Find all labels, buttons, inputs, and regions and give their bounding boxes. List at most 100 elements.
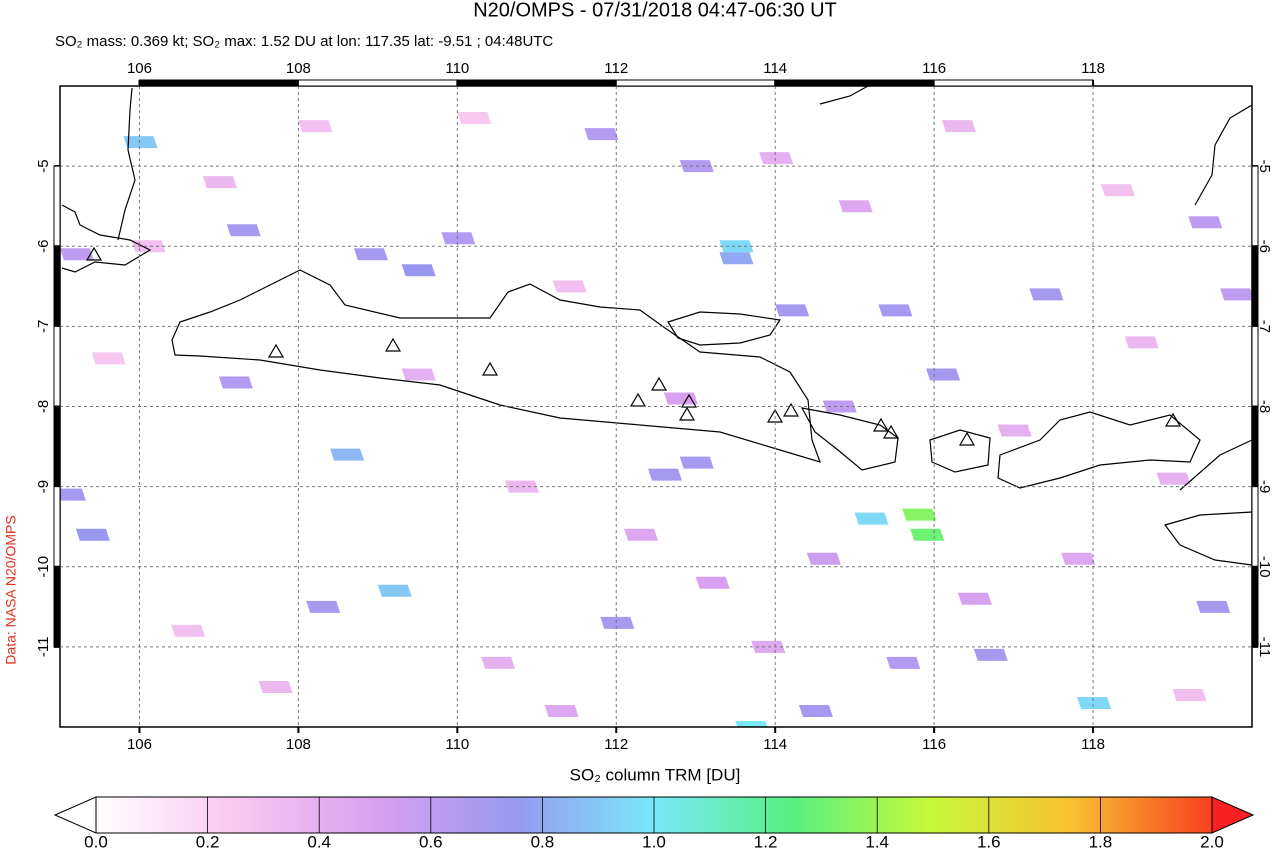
so2-pixel: [775, 304, 810, 317]
x-tick-label: 114: [763, 60, 787, 77]
colorbar-under: [53, 796, 97, 834]
pixel-layer: [60, 112, 1252, 727]
so2-pixel: [306, 600, 341, 613]
so2-pixel: [759, 152, 794, 165]
frame-band: [297, 79, 458, 87]
x-tick-label: 116: [922, 60, 946, 77]
colorbar-tick-label: 1.8: [1089, 832, 1113, 851]
so2-pixel: [330, 448, 365, 461]
so2-pixel: [401, 368, 436, 381]
x-tick-label: 108: [286, 736, 311, 753]
so2-pixel: [584, 128, 619, 141]
colorbar-label: SO₂ column TRM [DU]: [570, 765, 741, 784]
so2-pixel: [957, 592, 992, 605]
so2-pixel: [838, 200, 873, 213]
y-tick-label: -8: [35, 400, 52, 413]
so2-pixel: [298, 120, 333, 133]
colorbar-tick-label: 0.0: [84, 832, 108, 851]
so2-pixel: [377, 584, 412, 597]
y-tick-label: -11: [1256, 637, 1272, 658]
colorbar-tick-label: 1.6: [977, 832, 1001, 851]
so2-pixel: [218, 376, 253, 389]
so2-pixel: [1029, 288, 1064, 301]
so2-pixel: [941, 120, 976, 133]
x-tick-label: 110: [445, 60, 469, 77]
so2-pixel: [441, 232, 476, 245]
so2-pixel: [1188, 216, 1223, 229]
x-tick-label: 112: [604, 60, 628, 77]
frame-band: [53, 486, 61, 568]
x-tick-label: 106: [127, 60, 152, 77]
so2-pixel: [258, 680, 293, 693]
y-tick-label: -9: [1256, 480, 1272, 493]
frame-band: [53, 406, 61, 488]
x-tick-label: 106: [127, 736, 152, 753]
coastline: [819, 86, 869, 105]
so2-pixel: [719, 240, 754, 253]
so2-pixel: [1061, 552, 1096, 565]
so2-pixel: [663, 392, 698, 405]
volcano: [85, 246, 1182, 446]
coastline: [61, 204, 152, 273]
so2-pixel: [202, 176, 237, 189]
coastline: [800, 407, 899, 471]
frame-band: [1251, 325, 1259, 407]
coastline: [667, 311, 782, 346]
frame-band: [774, 79, 935, 87]
x-tick-label: 110: [445, 736, 469, 753]
so2-pixel: [902, 508, 937, 521]
coastline: [1179, 439, 1252, 491]
colorbar-tick-label: 0.4: [307, 832, 331, 851]
y-tick-label: -5: [1256, 159, 1272, 172]
x-tick-label: 118: [1081, 736, 1105, 753]
y-tick-label: -9: [35, 480, 52, 493]
so2-pixel: [91, 352, 126, 365]
so2-pixel: [1077, 696, 1112, 709]
frame-band: [53, 165, 61, 247]
coastline: [1163, 511, 1252, 566]
x-tick-label: 116: [922, 736, 946, 753]
frame-band: [933, 79, 1094, 87]
title: N20/OMPS - 07/31/2018 04:47-06:30 UT: [473, 0, 837, 21]
so2-pixel: [481, 656, 516, 669]
subtitle: SO₂ mass: 0.369 kt; SO₂ max: 1.52 DU at …: [55, 33, 553, 50]
so2-pixel: [926, 368, 961, 381]
so2-pixel: [1100, 184, 1135, 197]
so2-pixel: [854, 512, 889, 525]
so2-pixel: [552, 280, 587, 293]
so2-pixel: [457, 112, 492, 125]
y-tick-label: -10: [35, 556, 52, 578]
y-tick-label: -7: [35, 320, 52, 333]
so2-pixel: [401, 264, 436, 277]
frame-band: [53, 325, 61, 407]
y-tick-label: -11: [35, 637, 52, 658]
frame-band: [1251, 245, 1259, 327]
so2-pixel: [1124, 336, 1159, 349]
so2-pixel: [600, 616, 635, 629]
frame-band: [1251, 486, 1259, 568]
colorbar-tick-label: 1.4: [865, 832, 889, 851]
frame-band: [615, 79, 776, 87]
y-tick-label: -6: [35, 240, 52, 253]
coastline: [117, 87, 136, 241]
colorbar-tick-label: 0.6: [419, 832, 443, 851]
coastline: [1194, 104, 1252, 206]
colorbar-tick-label: 0.2: [196, 832, 220, 851]
so2-pixel: [1196, 600, 1231, 613]
x-tick-label: 108: [286, 60, 311, 77]
so2-pixel: [60, 248, 94, 261]
coastlines: [61, 86, 1252, 566]
so2-pixel: [353, 248, 388, 261]
so2-pixel: [886, 656, 921, 669]
colorbar-over: [1211, 796, 1255, 834]
so2-pixel: [878, 304, 913, 317]
frame-band: [456, 79, 617, 87]
so2-pixel: [910, 528, 945, 541]
so2-pixel: [226, 224, 261, 237]
coastline: [929, 429, 991, 473]
frame-band: [1251, 165, 1259, 247]
y-tick-label: -8: [1256, 400, 1272, 413]
coastline: [171, 269, 821, 463]
frame-band: [1251, 406, 1259, 488]
